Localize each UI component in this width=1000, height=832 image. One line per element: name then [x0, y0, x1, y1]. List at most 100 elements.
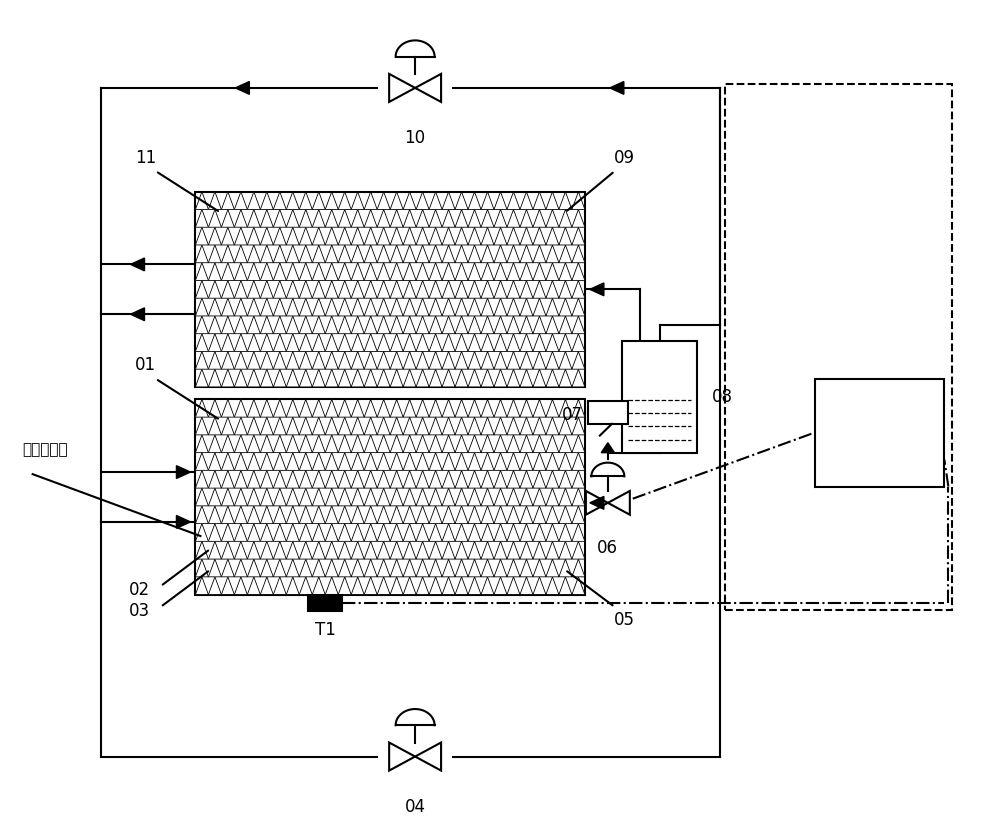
Polygon shape: [299, 191, 312, 210]
Polygon shape: [338, 542, 351, 559]
Polygon shape: [364, 210, 377, 227]
Polygon shape: [455, 210, 468, 227]
Polygon shape: [286, 245, 299, 263]
Polygon shape: [520, 523, 533, 542]
Polygon shape: [442, 245, 455, 263]
Polygon shape: [364, 369, 377, 387]
Polygon shape: [234, 470, 247, 488]
Polygon shape: [286, 577, 299, 595]
Polygon shape: [442, 523, 455, 542]
Polygon shape: [546, 435, 559, 453]
Polygon shape: [273, 298, 286, 316]
Polygon shape: [351, 351, 364, 369]
Polygon shape: [299, 506, 312, 523]
Polygon shape: [546, 351, 559, 369]
Polygon shape: [455, 334, 468, 351]
Polygon shape: [299, 435, 312, 453]
Polygon shape: [390, 523, 403, 542]
Polygon shape: [260, 263, 273, 280]
Polygon shape: [260, 298, 273, 316]
Polygon shape: [195, 417, 208, 435]
Polygon shape: [195, 210, 208, 227]
Polygon shape: [494, 334, 507, 351]
Polygon shape: [403, 210, 416, 227]
Polygon shape: [481, 399, 494, 417]
Polygon shape: [208, 523, 221, 542]
Polygon shape: [481, 263, 494, 280]
Polygon shape: [377, 227, 390, 245]
Polygon shape: [286, 280, 299, 298]
Polygon shape: [364, 435, 377, 453]
Polygon shape: [364, 245, 377, 263]
Polygon shape: [286, 542, 299, 559]
Polygon shape: [442, 488, 455, 506]
Polygon shape: [520, 453, 533, 470]
Polygon shape: [338, 210, 351, 227]
Polygon shape: [234, 298, 247, 316]
Polygon shape: [273, 488, 286, 506]
Polygon shape: [481, 227, 494, 245]
Polygon shape: [273, 334, 286, 351]
Polygon shape: [286, 210, 299, 227]
Polygon shape: [299, 227, 312, 245]
Polygon shape: [429, 227, 442, 245]
Polygon shape: [494, 245, 507, 263]
Polygon shape: [260, 210, 273, 227]
Polygon shape: [468, 227, 481, 245]
Polygon shape: [559, 523, 572, 542]
Polygon shape: [325, 298, 338, 316]
Text: 08: 08: [712, 389, 733, 406]
Polygon shape: [260, 577, 273, 595]
Polygon shape: [572, 245, 585, 263]
Polygon shape: [247, 506, 260, 523]
Polygon shape: [559, 435, 572, 453]
Polygon shape: [286, 470, 299, 488]
Polygon shape: [507, 417, 520, 435]
Polygon shape: [416, 542, 429, 559]
Polygon shape: [429, 210, 442, 227]
Polygon shape: [390, 210, 403, 227]
Polygon shape: [533, 453, 546, 470]
Bar: [622, 341, 697, 453]
Polygon shape: [377, 191, 390, 210]
Polygon shape: [299, 298, 312, 316]
Polygon shape: [586, 491, 608, 515]
Polygon shape: [312, 369, 325, 387]
Polygon shape: [468, 298, 481, 316]
Polygon shape: [286, 435, 299, 453]
Polygon shape: [208, 316, 221, 334]
Polygon shape: [286, 298, 299, 316]
Polygon shape: [351, 210, 364, 227]
Polygon shape: [325, 399, 338, 417]
Polygon shape: [234, 577, 247, 595]
Polygon shape: [247, 488, 260, 506]
Polygon shape: [390, 488, 403, 506]
Polygon shape: [325, 559, 338, 577]
Polygon shape: [247, 559, 260, 577]
Polygon shape: [351, 227, 364, 245]
Polygon shape: [403, 191, 416, 210]
Polygon shape: [299, 542, 312, 559]
Polygon shape: [377, 280, 390, 298]
Polygon shape: [312, 280, 325, 298]
Polygon shape: [299, 523, 312, 542]
Polygon shape: [131, 308, 144, 320]
Polygon shape: [260, 488, 273, 506]
Polygon shape: [377, 542, 390, 559]
Polygon shape: [377, 506, 390, 523]
Polygon shape: [325, 488, 338, 506]
Polygon shape: [234, 263, 247, 280]
Polygon shape: [286, 453, 299, 470]
Polygon shape: [221, 245, 234, 263]
Polygon shape: [572, 227, 585, 245]
Polygon shape: [520, 577, 533, 595]
Polygon shape: [208, 470, 221, 488]
Polygon shape: [442, 298, 455, 316]
Polygon shape: [429, 263, 442, 280]
Polygon shape: [559, 245, 572, 263]
Polygon shape: [260, 506, 273, 523]
Polygon shape: [221, 542, 234, 559]
Polygon shape: [559, 263, 572, 280]
Polygon shape: [533, 210, 546, 227]
Polygon shape: [364, 488, 377, 506]
